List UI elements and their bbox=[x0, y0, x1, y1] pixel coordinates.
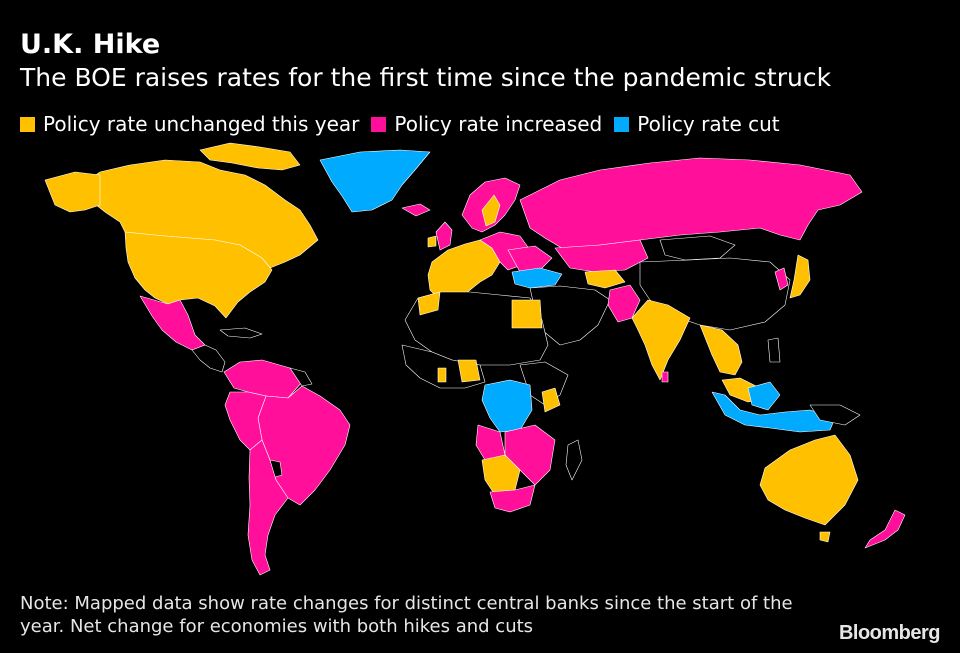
legend-label-cut: Policy rate cut bbox=[637, 112, 780, 136]
legend-item-cut: Policy rate cut bbox=[614, 111, 780, 137]
region-turkey bbox=[511, 267, 563, 289]
region-greenland bbox=[319, 149, 431, 213]
region-sri-lanka bbox=[661, 371, 669, 383]
region-philippines bbox=[767, 337, 781, 363]
region-mexico bbox=[139, 295, 206, 351]
bloomberg-logo: Bloomberg bbox=[838, 622, 941, 644]
region-sweden bbox=[481, 194, 501, 227]
region-alaska bbox=[44, 171, 101, 213]
legend: Policy rate unchanged this year Policy r… bbox=[20, 111, 792, 137]
legend-swatch-cut bbox=[614, 116, 630, 132]
region-colombia-venezuela bbox=[223, 359, 303, 399]
region-united-states bbox=[124, 231, 273, 319]
region-egypt bbox=[511, 299, 543, 329]
legend-label-unchanged: Policy rate unchanged this year bbox=[43, 112, 360, 136]
chart-title: U.K. Hike bbox=[20, 29, 161, 60]
legend-swatch-unchanged bbox=[20, 116, 35, 132]
region-kenya bbox=[541, 387, 561, 413]
region-uk bbox=[435, 221, 453, 251]
footnote: Note: Mapped data show rate changes for … bbox=[20, 593, 793, 637]
world-map bbox=[0, 140, 960, 580]
region-cuba bbox=[219, 327, 263, 339]
chart-subtitle: The BOE raises rates for the first time … bbox=[20, 63, 832, 92]
region-ukraine bbox=[507, 245, 553, 273]
legend-item-increased: Policy rate increased bbox=[371, 111, 602, 137]
world-map-svg bbox=[44, 142, 906, 576]
region-ghana bbox=[437, 367, 447, 383]
region-guianas bbox=[289, 367, 313, 387]
region-central-asia bbox=[584, 269, 626, 289]
region-iceland bbox=[401, 203, 431, 217]
region-argentina-chile bbox=[247, 439, 289, 576]
region-southeast-asia bbox=[699, 324, 743, 376]
legend-label-increased: Policy rate increased bbox=[394, 112, 603, 136]
region-kazakhstan bbox=[554, 239, 649, 273]
region-russia bbox=[519, 157, 863, 251]
region-korea bbox=[774, 267, 789, 291]
region-south-africa bbox=[489, 484, 536, 513]
region-morocco bbox=[417, 291, 441, 316]
region-canada-islands bbox=[199, 142, 301, 171]
region-india bbox=[631, 299, 691, 381]
region-borneo bbox=[747, 381, 781, 411]
region-central-america bbox=[191, 344, 226, 373]
region-madagascar bbox=[565, 439, 583, 481]
region-tasmania bbox=[819, 531, 831, 543]
region-mongolia bbox=[659, 235, 736, 261]
region-dr-congo bbox=[481, 379, 533, 433]
region-nigeria bbox=[457, 359, 481, 383]
region-japan bbox=[789, 254, 811, 299]
region-australia bbox=[759, 434, 859, 526]
region-papua bbox=[809, 404, 861, 426]
legend-item-unchanged: Policy rate unchanged this year bbox=[20, 111, 359, 137]
region-ireland bbox=[427, 235, 437, 248]
region-western-europe bbox=[427, 239, 501, 301]
region-new-zealand bbox=[864, 509, 906, 549]
legend-swatch-increased bbox=[371, 116, 387, 132]
